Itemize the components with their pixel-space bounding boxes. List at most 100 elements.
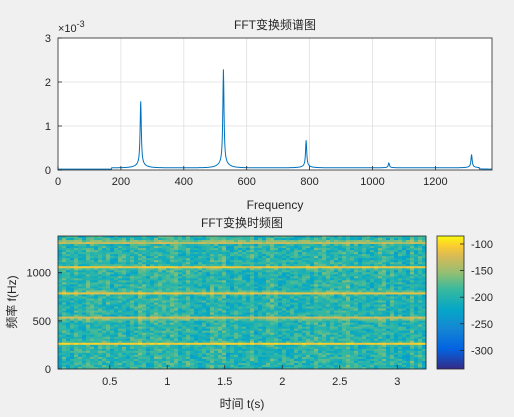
spectrogram-cell	[114, 342, 119, 346]
spectrogram-cell	[186, 292, 191, 295]
spectrogram-cell	[82, 316, 87, 320]
spectrogram-cell	[174, 336, 179, 340]
spectrogram-cell	[362, 298, 367, 301]
spectrogram-cell	[134, 320, 139, 324]
spectrogram-cell	[306, 316, 311, 320]
spectrogram-cell	[378, 308, 383, 311]
spectrogram-cell	[294, 340, 299, 344]
spectrogram-cell	[274, 270, 279, 273]
spectrogram-cell	[294, 260, 299, 263]
spectrogram-cell	[90, 264, 95, 267]
spectrogram-cell	[114, 322, 119, 326]
spectrogram-cell	[126, 322, 131, 326]
spectrogram-cell	[310, 312, 315, 315]
spectrogram-cell	[334, 338, 339, 342]
spectrogram-cell	[150, 320, 155, 324]
spectrogram-cell	[78, 310, 83, 313]
spectrogram-cell	[394, 312, 399, 315]
spectrogram-cell	[138, 278, 143, 281]
spectrogram-cell	[358, 312, 363, 315]
spectrogram-cell	[170, 332, 175, 336]
spectrogram-cell	[170, 250, 175, 253]
spectrogram-cell	[262, 338, 267, 342]
spectrogram-cell	[78, 292, 83, 295]
spectrogram-cell	[286, 280, 291, 283]
spectrogram-cell	[378, 336, 383, 340]
spectrogram-cell	[342, 336, 347, 340]
spectrogram-cell	[282, 292, 287, 295]
spectrogram-cell	[206, 308, 211, 311]
spectrogram-cell	[326, 244, 331, 247]
spectrogram-cell	[342, 262, 347, 265]
spectrogram-cell	[294, 296, 299, 299]
spectrogram-cell	[234, 252, 239, 255]
spectrogram-cell	[334, 282, 339, 285]
spectrogram-cell	[230, 312, 235, 315]
spectrogram-cell	[130, 306, 135, 309]
spectrogram-cell	[146, 282, 151, 285]
spectrogram-cell	[238, 276, 243, 279]
spectrogram-cell	[238, 292, 243, 295]
spectrogram-cell	[202, 256, 207, 259]
spectrogram-cell	[210, 256, 215, 259]
spectrogram-cell	[390, 288, 395, 291]
spectrogram-cell	[226, 300, 231, 303]
spectrogram-cell	[374, 302, 379, 305]
spectrogram-cell	[150, 276, 155, 279]
spectrogram-cell	[150, 308, 155, 311]
spectrogram-cell	[74, 294, 79, 297]
spectrogram-cell	[226, 322, 231, 326]
spectrogram-cell	[142, 272, 147, 275]
spectrogram-cell	[182, 244, 187, 247]
spectrogram-cell	[194, 328, 199, 332]
spectrogram-cell	[382, 298, 387, 301]
spectrogram-cell	[142, 244, 147, 247]
spectrogram-cell	[406, 270, 411, 273]
spectrogram-cell	[114, 244, 119, 247]
spectrogram-cell	[262, 276, 267, 279]
spectrogram-cell	[346, 318, 351, 322]
spectrogram-cell	[94, 316, 99, 320]
spectrogram-cell	[282, 328, 287, 332]
spectrogram-cell	[242, 318, 247, 322]
spectrogram-cell	[138, 292, 143, 295]
spectrogram-cell	[398, 336, 403, 340]
spectrogram-cell	[330, 256, 335, 259]
spectrogram-cell	[370, 248, 375, 251]
spectrogram-cell	[250, 260, 255, 263]
spectrogram-cell	[342, 264, 347, 267]
spectrogram-cell	[122, 274, 127, 277]
spectrogram-cell	[334, 328, 339, 332]
spectrogram-cell	[286, 246, 291, 249]
spectrogram-cell	[210, 244, 215, 247]
spectrogram-cell	[82, 258, 87, 261]
spectrogram-cell	[294, 246, 299, 249]
spectrogram-cell	[210, 240, 215, 243]
spectrogram-cell	[242, 298, 247, 301]
spectrogram-cell	[170, 320, 175, 324]
spectrogram-cell	[154, 276, 159, 279]
spectrogram-cell	[410, 272, 415, 275]
spectrogram-cell	[242, 322, 247, 326]
spectrogram-cell	[58, 324, 63, 328]
spectrogram-cell	[230, 248, 235, 251]
spectrogram-cell	[126, 282, 131, 285]
spectrogram-cell	[306, 252, 311, 255]
spectrogram-cell	[174, 330, 179, 334]
spectrogram-cell	[282, 320, 287, 324]
spectrogram-cell	[142, 252, 147, 255]
spectrogram-cell	[346, 238, 351, 241]
spectrogram-cell	[322, 246, 327, 249]
spectrogram-cell	[294, 322, 299, 326]
spectrogram-cell	[370, 276, 375, 279]
spectrogram-cell	[278, 252, 283, 255]
spectrogram-cell	[354, 260, 359, 263]
spectrogram-cell	[70, 340, 75, 344]
spectrogram-cell	[262, 260, 267, 263]
spectrogram-cell	[298, 312, 303, 315]
spectrogram-cell	[86, 332, 91, 336]
spectrogram-cell	[246, 332, 251, 336]
spectrogram-cell	[158, 262, 163, 265]
spectrogram-cell	[222, 240, 227, 243]
